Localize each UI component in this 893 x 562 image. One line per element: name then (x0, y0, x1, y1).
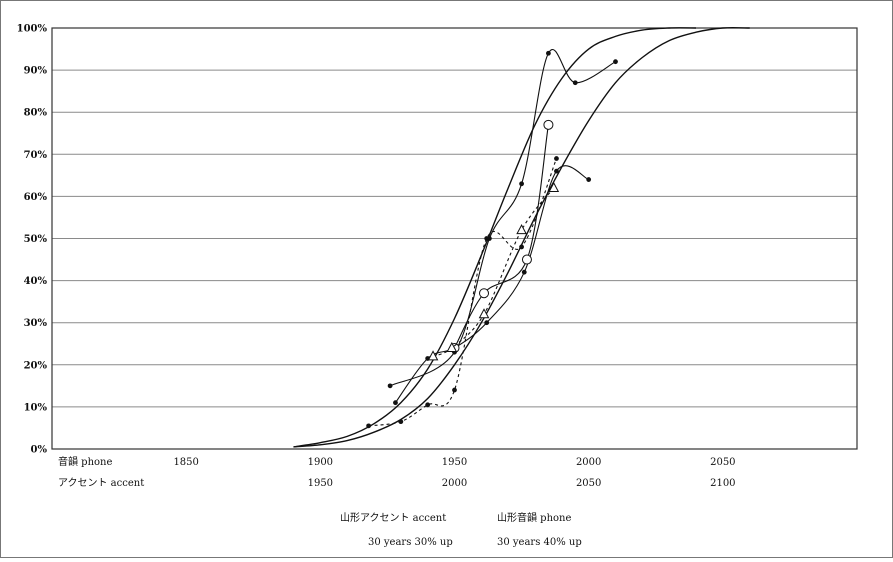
y-tick-label: 100% (17, 24, 48, 35)
gridlines (52, 69, 857, 408)
data-point (543, 119, 554, 130)
data-point (387, 383, 393, 389)
data-point (519, 181, 524, 187)
x-tick-label-phone: 1950 (442, 457, 467, 468)
data-point (554, 168, 559, 174)
data-point (425, 402, 431, 408)
y-tick-label: 50% (24, 234, 48, 245)
data-point (546, 50, 551, 56)
legend-item-phone: 山形音韻 phone (497, 511, 571, 524)
y-tick-label: 80% (24, 108, 48, 119)
data-point (427, 350, 439, 361)
series-5 (449, 119, 554, 353)
x-tick-label-accent: 1950 (308, 478, 333, 489)
x-tick-label-accent: 2000 (442, 478, 467, 489)
legend: 山形アクセント accent 山形音韻 phone 30 years 30% u… (340, 511, 582, 548)
x-tick-label-accent: 2100 (710, 478, 735, 489)
data-point (586, 177, 592, 182)
data-point (393, 400, 398, 406)
y-axis-ticks: 0% 10% 20% 30% 40% 50% 60% 70% 80% 90% 100% (17, 24, 48, 456)
plot-area (51, 27, 858, 450)
y-tick-label: 10% (24, 402, 48, 413)
data-point (398, 419, 404, 425)
data-point (521, 269, 527, 275)
series-6 (427, 181, 560, 361)
data-point (521, 254, 532, 265)
series-group (293, 26, 750, 448)
x-tick-label-phone: 2050 (710, 457, 735, 468)
data-point (516, 224, 527, 235)
series-1 (293, 27, 697, 448)
y-tick-label: 70% (24, 150, 48, 161)
x-axis-accent-name: アクセント accent (58, 477, 144, 489)
data-point (452, 387, 457, 393)
plot-border (51, 27, 858, 450)
series-line (293, 27, 697, 448)
y-tick-label: 40% (24, 276, 48, 287)
legend-item-30-years-30-up: 30 years 30% up (368, 537, 453, 548)
data-point (366, 423, 372, 429)
x-axis-phone-name: 音韻 phone (58, 455, 112, 468)
series-4 (366, 156, 559, 429)
series-line (454, 124, 549, 349)
y-tick-label: 90% (24, 66, 48, 77)
x-axes: 音韻 phone アクセント accent 1850 1900 1950 2000 20… (58, 455, 736, 489)
y-tick-label: 60% (24, 192, 48, 203)
data-point (519, 244, 524, 250)
data-point (572, 80, 578, 86)
data-point (554, 156, 559, 161)
legend-item-accent: 山形アクセント accent (340, 512, 446, 524)
data-point (478, 308, 490, 319)
x-tick-label-accent: 2050 (576, 478, 601, 489)
data-point (548, 181, 560, 192)
data-point (479, 288, 490, 299)
data-point (484, 320, 490, 326)
y-tick-label: 20% (24, 360, 48, 371)
legend-item-30-years-40-up: 30 years 40% up (497, 537, 582, 548)
x-tick-label-phone: 1900 (308, 457, 333, 468)
data-point (484, 236, 490, 241)
data-point (613, 59, 618, 65)
y-tick-label: 0% (31, 445, 48, 456)
x-tick-label-phone: 2000 (576, 457, 601, 468)
data-point (446, 341, 458, 352)
x-tick-label-phone: 1850 (173, 457, 198, 468)
y-tick-label: 30% (24, 318, 48, 329)
